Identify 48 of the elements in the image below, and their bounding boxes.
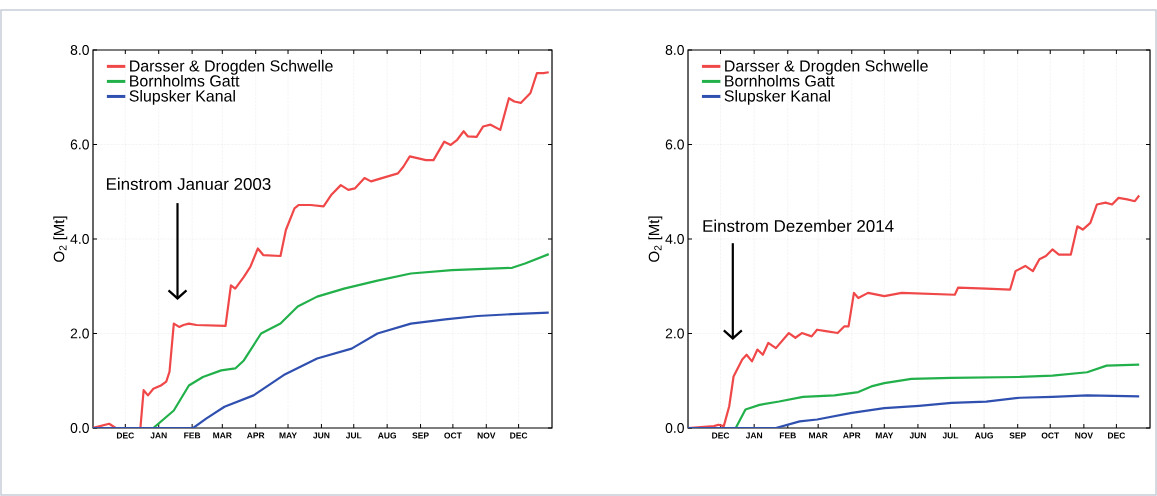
y-tick-label: 8.0 (665, 45, 684, 55)
x-tick-label: MAY (279, 432, 297, 439)
x-tick-label: JUN (313, 432, 330, 439)
x-tick-label: OCT (1041, 432, 1060, 439)
x-tick-label: JUL (345, 432, 362, 439)
y-tick-label: 6.0 (70, 139, 89, 150)
y-tick-label: 8.0 (70, 45, 89, 55)
line-series (93, 311, 550, 428)
x-tick-label: APR (246, 432, 265, 439)
x-tick-label: AUG (377, 432, 397, 439)
y-tick-label: 6.0 (665, 139, 684, 150)
y-tick-label: 0.0 (70, 423, 89, 433)
x-tick-label: AUG (974, 432, 993, 439)
y-tick-label: 0.0 (665, 423, 684, 433)
x-tick-label: MAR (809, 432, 828, 439)
y-tick-label: 4.0 (70, 234, 89, 244)
x-tick-label: FEB (779, 432, 796, 439)
x-tick-label: DEC (712, 432, 730, 439)
y-axis-title: O$_{2}$ [Mt] (648, 216, 663, 262)
x-tick-label: JAN (745, 432, 763, 439)
y-axis-title: O$_{2}$ [Mt] (53, 216, 68, 262)
x-tick-label: FEB (184, 432, 201, 439)
x-tick-label: MAR (213, 432, 232, 439)
legend-label: Bornholms Gatt (130, 74, 240, 87)
y-tick-label: 2.0 (665, 328, 684, 339)
legend-label: Slupsker Kanal (129, 89, 235, 105)
x-tick-label: SEP (412, 432, 429, 439)
x-tick-label: SEP (1009, 432, 1026, 439)
annotation: Einstrom Januar 2003 (106, 177, 271, 191)
legend-label: Darsser & Drogden Schwelle (725, 59, 928, 75)
x-tick-label: DEC (1108, 432, 1126, 439)
x-tick-label: JUN (909, 432, 926, 439)
y-tick-label: 2.0 (70, 328, 89, 339)
x-tick-label: MAY (875, 432, 894, 439)
line-series (688, 394, 1141, 428)
x-tick-label: NOV (1075, 432, 1093, 439)
x-tick-label: APR (843, 432, 861, 439)
x-tick-label: DEC (116, 432, 135, 439)
y-tick-label: 4.0 (665, 234, 684, 244)
annotation: Einstrom Dezember 2014 (703, 219, 894, 232)
x-tick-label: OCT (444, 432, 462, 439)
x-tick-label: JAN (150, 432, 167, 439)
x-tick-label: DEC (510, 432, 528, 439)
legend-label: Slupsker Kanal (724, 89, 830, 105)
x-tick-label: JUL (942, 432, 959, 439)
x-tick-label: NOV (477, 432, 496, 439)
legend-label: Bornholms Gatt (725, 74, 835, 87)
legend-label: Darsser & Drogden Schwelle (130, 59, 333, 75)
